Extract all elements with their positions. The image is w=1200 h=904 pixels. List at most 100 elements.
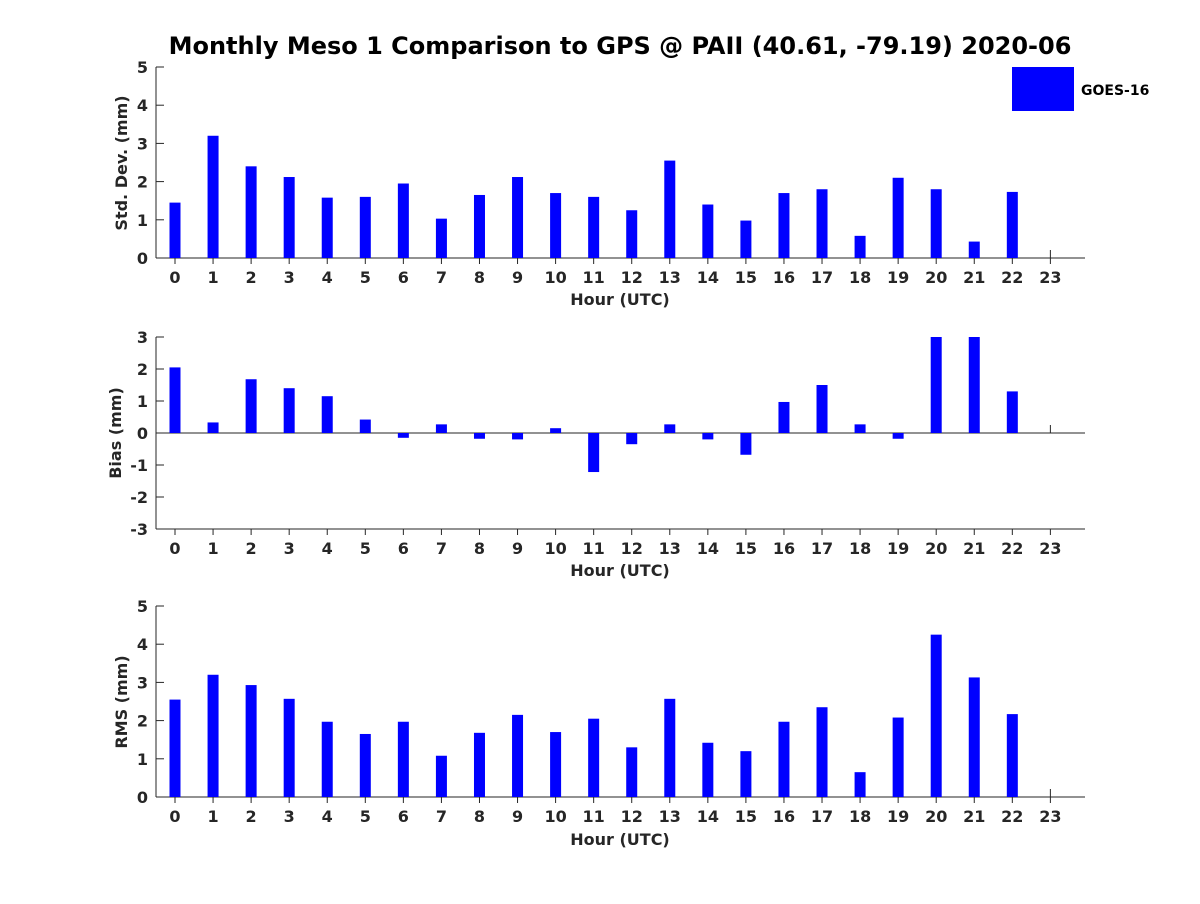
- rms-ytick-label: 1: [137, 750, 148, 769]
- bias-ytick-label: -2: [130, 488, 148, 507]
- bias-bar-12: [626, 433, 638, 445]
- rms-bar-16: [778, 721, 790, 797]
- bias-bar-3: [283, 388, 295, 433]
- bias-xtick-label: 6: [398, 539, 409, 558]
- std-xtick-label: 3: [284, 268, 295, 287]
- std-dev-xlabel: Hour (UTC): [570, 290, 670, 309]
- rms-xtick-label: 14: [697, 807, 719, 826]
- std-ytick-label: 2: [137, 173, 148, 192]
- std-ytick-label: 1: [137, 211, 148, 230]
- bias-xtick-label: 22: [1001, 539, 1023, 558]
- std-xtick-label: 17: [811, 268, 833, 287]
- bias-bar-20: [930, 337, 942, 433]
- bias-xtick-label: 15: [735, 539, 757, 558]
- std-bar-19: [892, 177, 904, 258]
- bias-bar-11: [588, 433, 600, 473]
- rms-xtick-label: 1: [207, 807, 218, 826]
- rms-bar-3: [283, 698, 295, 797]
- std-bar-13: [664, 160, 676, 258]
- bias-bar-7: [435, 424, 447, 433]
- rms-bar-7: [435, 755, 447, 797]
- rms-bar-14: [702, 742, 714, 797]
- bias-bar-15: [740, 433, 752, 455]
- std-bar-8: [473, 194, 485, 258]
- legend-label: GOES-16: [1081, 83, 1149, 99]
- rms-bar-20: [930, 634, 942, 797]
- rms-xtick-label: 6: [398, 807, 409, 826]
- bias-xtick-label: 7: [436, 539, 447, 558]
- rms-bar-9: [512, 714, 524, 797]
- rms-xtick-label: 3: [284, 807, 295, 826]
- std-xtick-label: 2: [246, 268, 257, 287]
- std-bar-12: [626, 210, 638, 258]
- std-xtick-label: 18: [849, 268, 871, 287]
- std-bar-3: [283, 177, 295, 258]
- rms-ytick-label: 2: [137, 712, 148, 731]
- bias-xtick-label: 3: [284, 539, 295, 558]
- bias-xtick-label: 12: [621, 539, 643, 558]
- bias-xtick-label: 20: [925, 539, 947, 558]
- std-bar-22: [1006, 191, 1018, 258]
- bias-xtick-label: 4: [322, 539, 333, 558]
- bias-xtick-label: 17: [811, 539, 833, 558]
- std-xtick-label: 20: [925, 268, 947, 287]
- rms-xtick-label: 7: [436, 807, 447, 826]
- std-xtick-label: 19: [887, 268, 909, 287]
- rms-xtick-label: 13: [659, 807, 681, 826]
- bias-xtick-label: 1: [207, 539, 218, 558]
- std-bar-17: [816, 189, 828, 258]
- rms-xtick-label: 15: [735, 807, 757, 826]
- std-xtick-label: 5: [360, 268, 371, 287]
- rms-xtick-label: 10: [544, 807, 566, 826]
- std-bar-2: [245, 166, 257, 258]
- rms-xtick-label: 21: [963, 807, 985, 826]
- rms-xtick-label: 8: [474, 807, 485, 826]
- bias-bar-22: [1006, 391, 1018, 433]
- bias-ytick-label: -1: [130, 456, 148, 475]
- bias-xtick-label: 16: [773, 539, 795, 558]
- rms-ytick-label: 4: [137, 635, 148, 654]
- bias-xtick-label: 11: [583, 539, 605, 558]
- chart-title: Monthly Meso 1 Comparison to GPS @ PAII …: [169, 32, 1072, 60]
- rms-ytick-label: 0: [137, 788, 148, 807]
- std-xtick-label: 13: [659, 268, 681, 287]
- bias-bar-17: [816, 385, 828, 433]
- bias-bar-13: [664, 424, 676, 433]
- std-xtick-label: 7: [436, 268, 447, 287]
- rms-xtick-label: 0: [169, 807, 180, 826]
- bias-xtick-label: 14: [697, 539, 719, 558]
- rms-bar-11: [588, 718, 600, 797]
- std-bar-6: [397, 183, 409, 258]
- bias-bar-16: [778, 401, 790, 433]
- std-ytick-label: 0: [137, 249, 148, 268]
- rms-bar-4: [321, 721, 333, 797]
- std-xtick-label: 1: [207, 268, 218, 287]
- rms-xtick-label: 20: [925, 807, 947, 826]
- std-bar-10: [550, 193, 562, 258]
- bias-xtick-label: 19: [887, 539, 909, 558]
- rms-xtick-label: 2: [246, 807, 257, 826]
- bias-bar-2: [245, 379, 257, 433]
- std-xtick-label: 22: [1001, 268, 1023, 287]
- std-bar-0: [169, 202, 181, 258]
- bias-xtick-label: 23: [1039, 539, 1061, 558]
- legend-swatch: [1012, 67, 1074, 111]
- std-bar-1: [207, 135, 219, 258]
- rms-xlabel: Hour (UTC): [570, 830, 670, 849]
- rms-xtick-label: 16: [773, 807, 795, 826]
- rms-bar-19: [892, 717, 904, 797]
- bias-bar-0: [169, 367, 181, 433]
- bias-bar-19: [892, 433, 904, 439]
- std-xtick-label: 6: [398, 268, 409, 287]
- bias-xtick-label: 2: [246, 539, 257, 558]
- bias-bar-1: [207, 422, 219, 433]
- rms-bar-22: [1006, 714, 1018, 797]
- std-bar-7: [435, 218, 447, 258]
- bias-bar-9: [512, 433, 524, 440]
- bias-ytick-label: 2: [137, 360, 148, 379]
- std-xtick-label: 12: [621, 268, 643, 287]
- rms-ytick-label: 3: [137, 673, 148, 692]
